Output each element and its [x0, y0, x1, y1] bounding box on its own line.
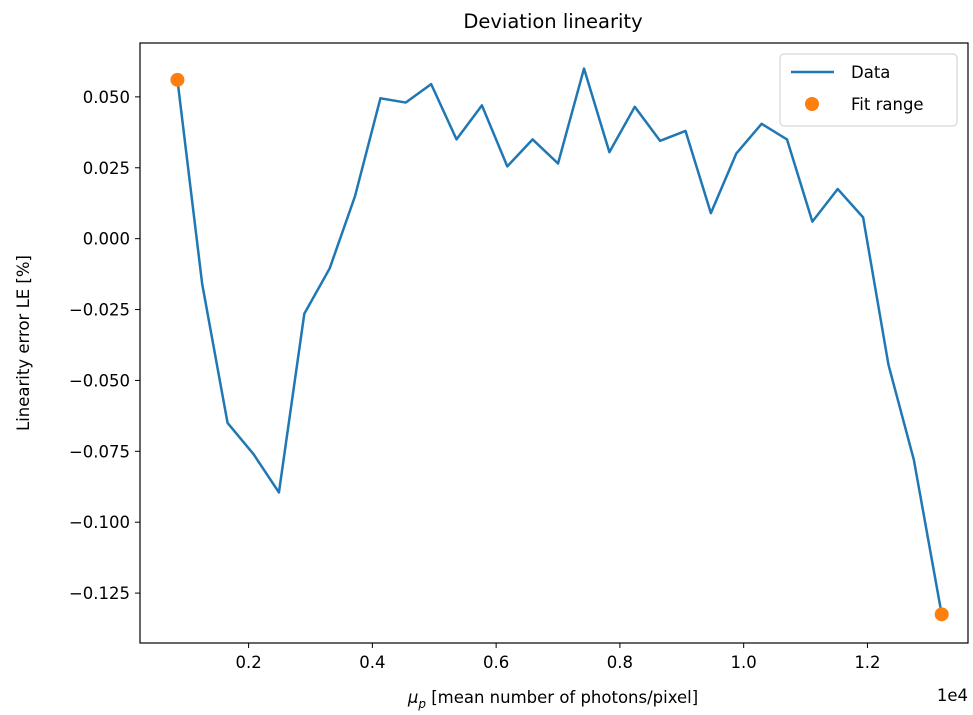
x-axis-label-subscript: p	[417, 697, 426, 711]
x-axis-label-text: [mean number of photons/pixel]	[426, 688, 698, 707]
y-axis-label: Linearity error LE [%]	[14, 255, 33, 431]
x-axis: 0.2 0.4 0.6 0.8 1.0 1.2	[235, 643, 881, 672]
y-tick-label: 0.000	[83, 230, 130, 249]
legend-fit-label: Fit range	[851, 95, 924, 114]
y-axis: 0.050 0.025 0.000 −0.025 −0.050 −0.075 −0.100 −…	[69, 88, 140, 603]
legend-data-label: Data	[851, 63, 890, 82]
x-tick-label: 0.8	[607, 653, 633, 672]
x-tick-label: 0.6	[483, 653, 509, 672]
x-tick-label: 1.0	[731, 653, 757, 672]
x-axis-label: μp [mean number of photons/pixel]	[407, 688, 698, 711]
x-tick-label: 0.4	[359, 653, 385, 672]
chart-title: Deviation linearity	[463, 10, 642, 33]
y-tick-label: −0.125	[69, 584, 130, 603]
y-tick-label: −0.075	[69, 442, 130, 461]
y-tick-label: −0.050	[69, 371, 130, 390]
plot-area	[170, 67, 949, 622]
x-axis-offset-label: 1e4	[937, 686, 968, 705]
plot-frame	[139, 42, 969, 644]
y-tick-label: 0.050	[83, 88, 130, 107]
legend: Data Fit range	[779, 53, 958, 127]
x-tick-label: 0.2	[235, 653, 261, 672]
data-series-line	[176, 67, 943, 615]
y-tick-label: −0.100	[69, 513, 130, 532]
x-tick-label: 1.2	[854, 653, 880, 672]
y-tick-label: −0.025	[69, 301, 130, 320]
fit-range-point	[934, 607, 949, 622]
fit-range-point	[170, 72, 185, 87]
legend-fit-swatch	[805, 97, 819, 111]
y-tick-label: 0.025	[83, 159, 130, 178]
x-axis-label-symbol: μ	[407, 688, 419, 707]
